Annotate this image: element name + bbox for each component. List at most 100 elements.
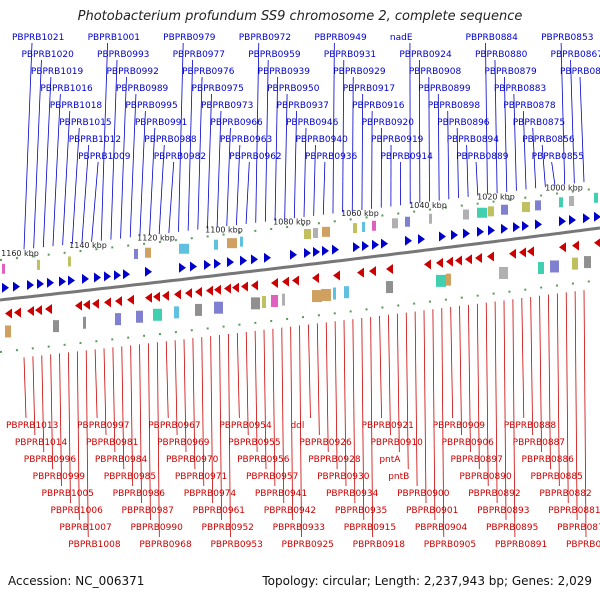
reverse-gene-arrow [92,298,99,309]
gene-label: pntA [379,455,401,465]
gene-leader-line [303,127,307,218]
reverse-gene-arrow [153,291,160,302]
gene-leader-line [183,339,187,453]
gene-label: PBPRB0889 [456,152,509,162]
forward-gene-category-box [214,239,218,250]
gene-label: PBPRB0952 [202,523,254,533]
gene-leader-line [112,347,116,453]
gene-label: PBPRB0901 [406,506,458,516]
gene-label: PBPRB1001 [88,33,140,43]
gene-leader-line [94,349,98,419]
gene-label: PBPRB1015 [59,118,111,128]
gene-label: PBPRB0862 [560,67,600,77]
forward-gene-category-box [477,207,487,218]
gene-leader-line [158,144,165,235]
gene-leader-line [263,329,267,470]
gene-label: PBPRB0966 [210,118,263,128]
reverse-gene-arrow [251,280,258,291]
gene-label: PBPRB0999 [33,472,86,482]
gene-leader-line [556,293,560,487]
forward-gene-arrow [214,258,221,269]
gene-label: PBPRB0926 [299,438,352,448]
reverse-gene-arrow [465,254,472,265]
reverse-gene-category-box [115,313,121,326]
gene-label: PBPRB0934 [326,489,379,499]
gene-leader-line [512,299,516,538]
gene-label: PBPRB0989 [116,84,169,94]
forward-gene-category-box [535,200,541,211]
forward-gene-arrow [304,248,311,259]
gene-label: PBPRB0995 [125,101,177,111]
forward-gene-arrow [251,254,258,265]
gene-label: PBPRB0997 [77,421,129,431]
scale-tick-label: 1120 kbp [137,233,175,242]
gene-leader-line [236,144,241,226]
reverse-gene-arrow [145,292,152,303]
gene-leader-line [560,42,566,185]
gene-leader-line [139,344,142,504]
gene-leader-line [207,93,212,229]
forward-gene-arrow [47,277,54,288]
gene-label: PBPRB0890 [459,472,512,482]
forward-gene-category-box [304,229,311,240]
gene-leader-line [325,322,329,453]
forward-gene-category-box [488,206,494,217]
reverse-gene-arrow [115,296,122,307]
forward-gene-category-box [313,227,318,238]
gene-label: PBPRB0855 [532,152,584,162]
gene-label: PBPRB0879 [484,67,537,77]
reverse-gene-category-box [5,325,11,338]
gene-label: PBPRB0897 [450,455,502,465]
gene-leader-line [187,59,194,231]
gene-label: PBPRB0984 [95,455,148,465]
gene-label: PBPRB0996 [24,455,77,465]
gene-label: PBPRB0880 [475,50,528,60]
gene-label: PBPRB0856 [522,135,575,145]
forward-gene-category-box [372,220,376,231]
reverse-gene-arrow [232,282,239,293]
gene-leader-line [165,341,169,419]
forward-gene-arrow [559,216,566,227]
gene-label: PBPRB0925 [282,540,334,550]
gene-leader-line [485,42,488,195]
reverse-gene-category-box [333,287,336,300]
gene-leader-line [503,300,507,521]
gene-leader-line [432,309,436,521]
gene-label: PBPRB0992 [106,67,158,77]
gene-leader-line [541,144,546,188]
gene-label: PBPRB0920 [362,118,415,128]
reverse-gene-arrow [27,306,34,317]
gene-leader-line [210,336,214,504]
scale-tick-label: 1080 kbp [273,217,311,226]
gene-leader-line [456,127,459,199]
gene-leader-line [52,93,61,247]
reverse-gene-arrow [14,307,21,318]
gene-label: PBPRB0981 [86,438,138,448]
forward-gene-arrow [418,234,425,245]
reverse-gene-arrow [45,304,52,315]
forward-gene-arrow [104,271,111,282]
forward-gene-category-box [322,226,330,237]
gene-leader-line [475,161,479,196]
gene-leader-line [23,357,27,419]
forward-gene-arrow [353,242,360,253]
gene-label: PBPRB0957 [246,472,298,482]
gene-label: PBPRB1012 [69,135,121,145]
forward-gene-category-box [240,236,243,247]
gene-label: PBPRB0921 [362,421,414,431]
forward-gene-arrow [27,280,34,291]
gene-leader-line [428,76,430,202]
reverse-gene-category-box [321,288,331,301]
gene-leader-line [405,312,409,470]
gene-leader-line [236,332,240,419]
reverse-gene-arrow [224,283,231,294]
reverse-gene-arrow [386,264,393,275]
reverse-gene-arrow [527,246,534,257]
gene-leader-line [42,76,52,248]
gene-label: PBPRB0961 [193,506,245,516]
reverse-gene-category-box [83,316,86,329]
gene-label: PBPRB0877 [557,523,600,533]
forward-gene-category-box [227,238,237,249]
gene-label: PBPRB0867 [551,50,600,60]
